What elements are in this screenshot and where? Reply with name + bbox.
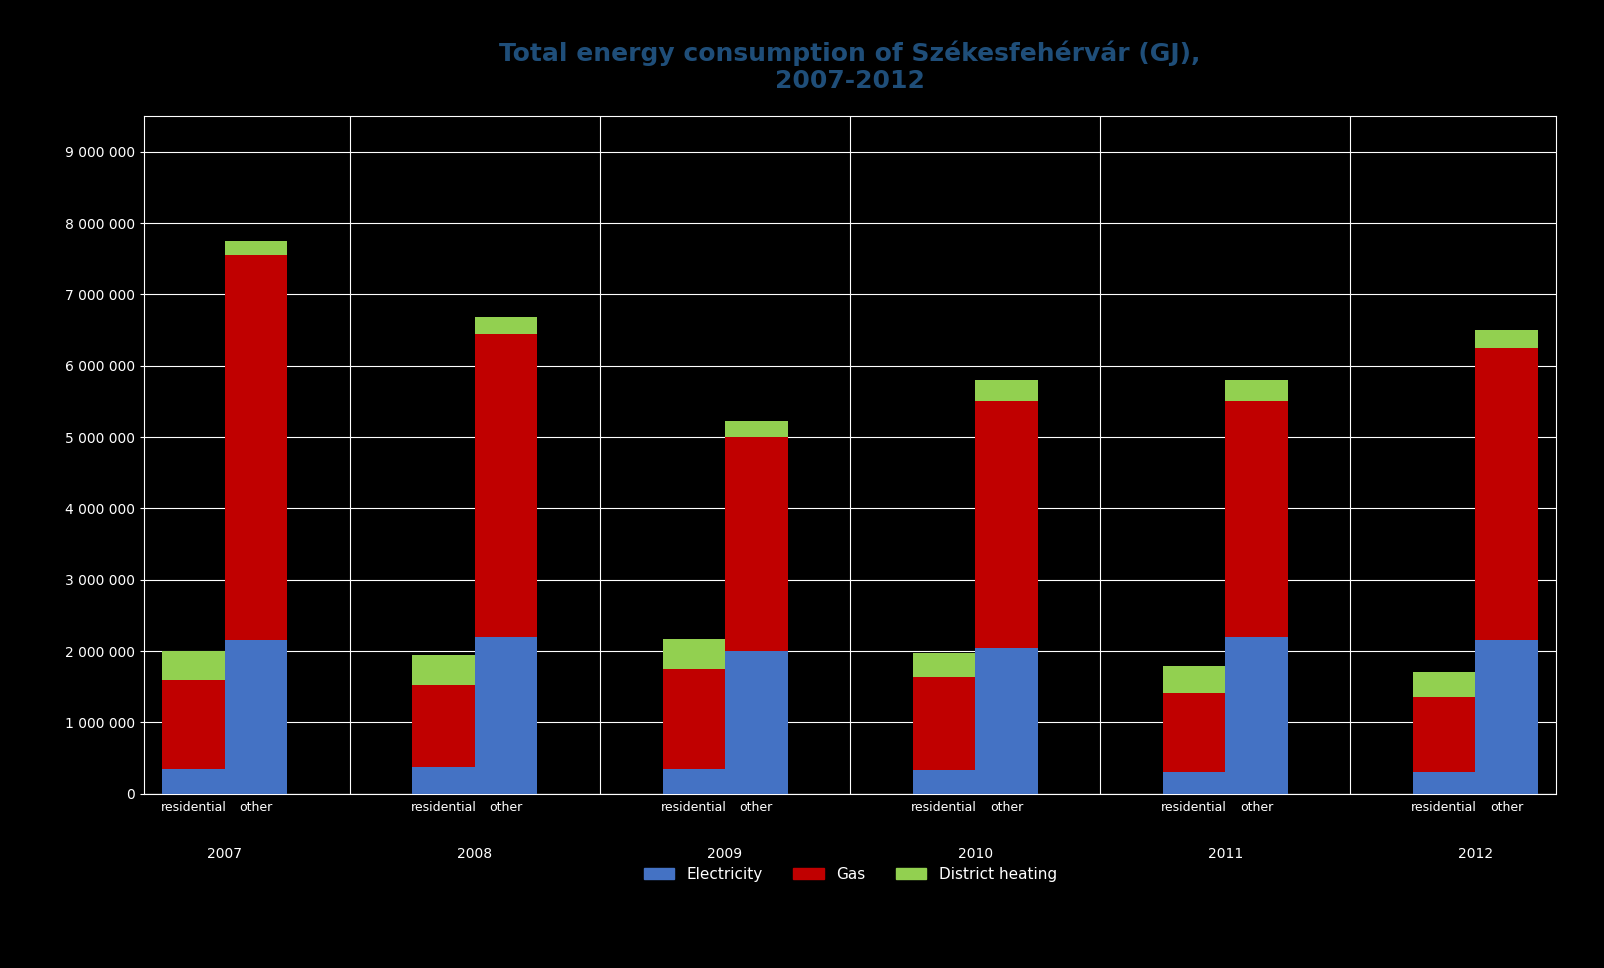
Bar xyxy=(475,637,537,794)
Bar xyxy=(225,241,287,256)
Text: 2010: 2010 xyxy=(958,847,993,861)
Bar xyxy=(1163,771,1225,794)
Bar xyxy=(662,669,725,769)
Bar xyxy=(975,380,1038,402)
Bar xyxy=(1163,666,1225,693)
Legend: Electricity, Gas, District heating: Electricity, Gas, District heating xyxy=(637,861,1063,888)
Bar xyxy=(225,256,287,641)
Bar xyxy=(913,653,975,677)
Bar xyxy=(412,768,475,794)
Bar xyxy=(662,769,725,794)
Bar xyxy=(1476,330,1538,348)
Text: 2011: 2011 xyxy=(1208,847,1243,861)
Bar xyxy=(725,421,788,438)
Bar xyxy=(725,651,788,794)
Bar xyxy=(1476,641,1538,794)
Bar xyxy=(1225,380,1288,402)
Bar xyxy=(975,648,1038,794)
Bar xyxy=(475,334,537,637)
Text: 2009: 2009 xyxy=(707,847,743,861)
Bar xyxy=(1225,402,1288,637)
Text: 2007: 2007 xyxy=(207,847,242,861)
Bar xyxy=(475,318,537,334)
Bar xyxy=(412,685,475,768)
Bar xyxy=(162,680,225,769)
Bar xyxy=(1413,672,1476,697)
Bar xyxy=(975,402,1038,648)
Bar xyxy=(662,639,725,669)
Bar xyxy=(913,770,975,794)
Bar xyxy=(1225,637,1288,794)
Bar xyxy=(1413,697,1476,771)
Bar xyxy=(162,769,225,794)
Bar xyxy=(225,641,287,794)
Bar xyxy=(1163,693,1225,771)
Bar xyxy=(913,677,975,770)
Text: 2008: 2008 xyxy=(457,847,492,861)
Title: Total energy consumption of Székesfehérvár (GJ),
2007-2012: Total energy consumption of Székesfehérv… xyxy=(499,40,1201,93)
Bar xyxy=(412,654,475,685)
Bar xyxy=(162,651,225,680)
Text: 2012: 2012 xyxy=(1458,847,1493,861)
Bar xyxy=(1476,348,1538,641)
Bar xyxy=(725,438,788,651)
Bar xyxy=(1413,771,1476,794)
